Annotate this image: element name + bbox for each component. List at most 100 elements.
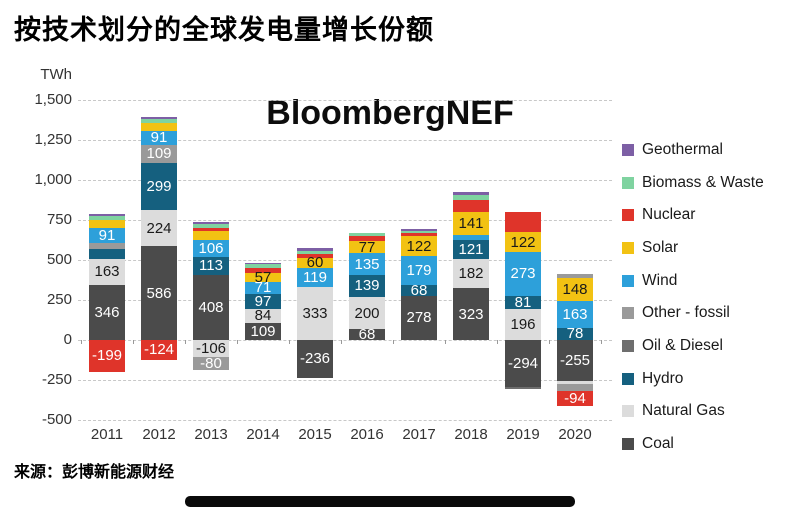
bar-segment-label: 122 [510, 233, 536, 251]
y-tick-label: 250 [46, 291, 72, 308]
legend-item-oil-diesel: Oil & Diesel [622, 337, 797, 355]
legend-item-nuclear: Nuclear [622, 206, 797, 224]
bar-segment-2015-solar [297, 258, 333, 268]
bar-segment-label: 81 [514, 293, 532, 311]
bar-segment-2014-wind [245, 282, 281, 294]
bar-segment-label: 141 [458, 215, 484, 233]
bar-segment-2013-coal [193, 274, 229, 340]
bar-segment-2016-biomass-waste [349, 232, 385, 237]
bar-segment-label: 91 [98, 226, 116, 244]
legend-label: Nuclear [642, 206, 696, 224]
gridline [78, 380, 612, 381]
bar-segment-label: -106 [195, 339, 227, 357]
bar-segment-2016-coal [349, 329, 385, 340]
bar-segment-label: 163 [562, 305, 588, 323]
bar-segment-2013-geothermal [193, 222, 229, 224]
bar-segment-2014-nuclear [245, 268, 281, 274]
bar-segment-2017-coal [401, 295, 437, 340]
x-tick-label-2012: 2012 [142, 426, 176, 443]
bar-segment-2012-other-fossil [141, 145, 177, 163]
bar-segment-2019-oil-diesel [505, 387, 541, 390]
bar-segment-2017-biomass-waste [401, 230, 437, 234]
bar-segment-label: -236 [299, 350, 331, 368]
bar-segment-label: 60 [306, 254, 324, 272]
x-tick-label-2018: 2018 [454, 426, 488, 443]
bar-segment-2016-solar [349, 240, 385, 254]
legend-item-wind: Wind [622, 272, 797, 290]
bar-segment-2011-geothermal [89, 213, 125, 216]
bar-segment-label: 182 [458, 265, 484, 283]
bar-segment-label: 163 [94, 263, 120, 281]
x-tick-label-2016: 2016 [350, 426, 384, 443]
axis-tick [341, 340, 342, 344]
bar-segment-2012-natural-gas [141, 210, 177, 247]
bar-segment-label: 97 [254, 292, 272, 310]
axis-tick [393, 340, 394, 344]
bar-segment-label: 278 [406, 309, 432, 327]
bar-segment-label: 333 [302, 304, 328, 322]
bar-segment-2019-hydro [505, 295, 541, 309]
y-tick-label: 750 [46, 211, 72, 228]
bar-segment-label: 323 [458, 305, 484, 323]
gridline [78, 340, 612, 341]
bar-segment-label: 346 [94, 303, 120, 321]
legend-item-biomass-waste: Biomass & Waste [622, 174, 797, 192]
legend-label: Oil & Diesel [642, 336, 723, 354]
bar-segment-label: 119 [303, 268, 327, 286]
bar-segment-2018-natural-gas [453, 259, 489, 289]
bar-segment-label: 224 [146, 219, 172, 237]
bar-segment-2013-natural-gas [193, 340, 229, 357]
bar-segment-2011-coal [89, 284, 125, 340]
bar-segment-2014-coal [245, 322, 281, 340]
chart-title: 按技术划分的全球发电量增长份额 [14, 15, 434, 45]
legend-swatch-icon [622, 437, 634, 450]
bar-segment-label: 139 [354, 277, 380, 295]
legend-label: Solar [642, 238, 679, 256]
bar-segment-2020-nuclear [557, 391, 593, 407]
bar-segment-2013-solar [193, 230, 229, 240]
bar-segment-label: 106 [198, 239, 224, 257]
gridline [78, 220, 612, 221]
bar-segment-label: 408 [198, 298, 224, 316]
x-tick-label-2015: 2015 [298, 426, 332, 443]
y-tick-label: 1,250 [34, 131, 72, 148]
bar-segment-2015-nuclear [297, 254, 333, 259]
bar-segment-2015-wind [297, 267, 333, 287]
gridline [78, 180, 612, 181]
legend-label: Hydro [642, 369, 684, 387]
bar-segment-2018-coal [453, 288, 489, 340]
bar-segment-2018-geothermal [453, 192, 489, 195]
x-tick-label-2017: 2017 [402, 426, 436, 443]
y-tick-label: 0 [63, 331, 72, 348]
bar-segment-2020-natural-gas [557, 380, 593, 384]
bar-segment-2012-geothermal [141, 116, 177, 119]
bar-segment-2017-geothermal [401, 228, 437, 231]
bar-segment-2017-solar [401, 236, 437, 256]
bar-segment-2019-solar [505, 232, 541, 252]
y-tick-label: 500 [46, 251, 72, 268]
legend-label: Wind [642, 271, 678, 289]
bar-segment-label: 91 [150, 129, 168, 147]
bar-segment-2014-geothermal [245, 263, 281, 265]
bar-segment-2019-coal [505, 340, 541, 388]
bar-segment-2015-coal [297, 340, 333, 378]
legend-item-hydro: Hydro [622, 370, 797, 388]
bar-segment-2017-nuclear [401, 233, 437, 237]
bar-segment-2012-biomass-waste [141, 118, 177, 124]
bar-segment-label: 68 [410, 281, 428, 299]
legend-swatch-icon [622, 307, 634, 320]
legend-swatch-icon [622, 209, 634, 222]
bar-segment-2018-wind [453, 235, 489, 240]
bar-segment-2019-nuclear [505, 212, 541, 233]
bar-segment-label: 122 [406, 237, 432, 255]
bar-segment-label: -255 [559, 351, 591, 369]
bar-segment-2015-biomass-waste [297, 250, 333, 255]
bar-segment-2012-wind [141, 130, 177, 146]
bar-segment-2014-solar [245, 273, 281, 283]
legend-swatch-icon [622, 144, 634, 156]
axis-tick [497, 340, 498, 344]
legend-item-coal: Coal [622, 435, 797, 453]
bar-segment-2020-solar [557, 277, 593, 302]
bar-segment-2015-geothermal [297, 248, 333, 251]
bar-segment-2018-nuclear [453, 199, 489, 213]
